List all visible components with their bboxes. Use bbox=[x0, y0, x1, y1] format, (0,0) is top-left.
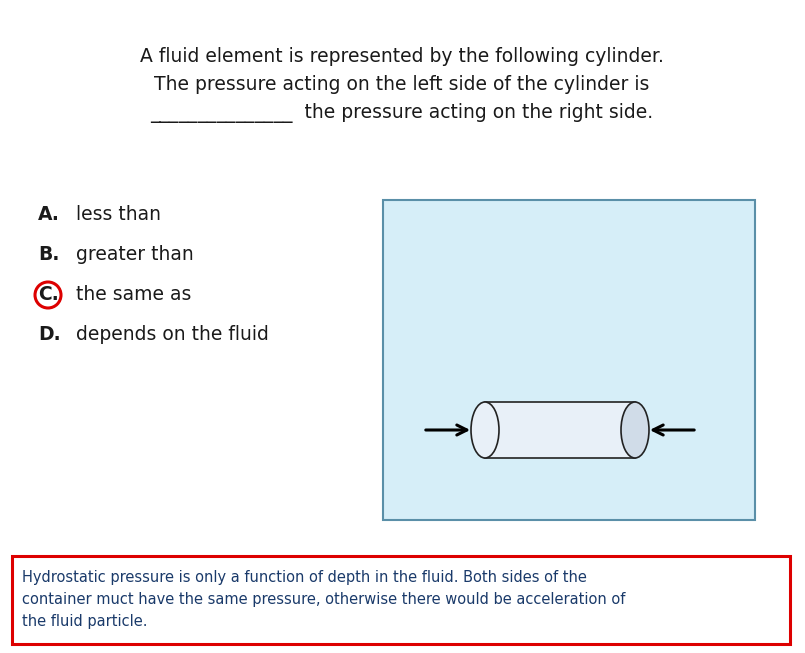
Text: container muct have the same pressure, otherwise there would be acceleration of: container muct have the same pressure, o… bbox=[22, 592, 625, 607]
Text: A fluid element is represented by the following cylinder.: A fluid element is represented by the fo… bbox=[140, 47, 664, 66]
Text: C.: C. bbox=[38, 285, 59, 304]
Text: B.: B. bbox=[38, 246, 60, 264]
Bar bbox=[12, 556, 790, 644]
Text: D.: D. bbox=[38, 325, 60, 345]
Ellipse shape bbox=[471, 402, 499, 458]
Text: greater than: greater than bbox=[76, 246, 194, 264]
Text: less than: less than bbox=[76, 206, 161, 225]
Text: the fluid particle.: the fluid particle. bbox=[22, 614, 147, 629]
Bar bbox=[485, 402, 635, 458]
Text: _______________  the pressure acting on the right side.: _______________ the pressure acting on t… bbox=[151, 103, 654, 123]
Bar bbox=[383, 200, 755, 520]
Text: The pressure acting on the left side of the cylinder is: The pressure acting on the left side of … bbox=[155, 75, 650, 94]
Ellipse shape bbox=[621, 402, 649, 458]
Text: A.: A. bbox=[38, 206, 60, 225]
Text: depends on the fluid: depends on the fluid bbox=[76, 325, 269, 345]
Text: the same as: the same as bbox=[76, 285, 192, 304]
Text: Hydrostatic pressure is only a function of depth in the fluid. Both sides of the: Hydrostatic pressure is only a function … bbox=[22, 570, 587, 585]
